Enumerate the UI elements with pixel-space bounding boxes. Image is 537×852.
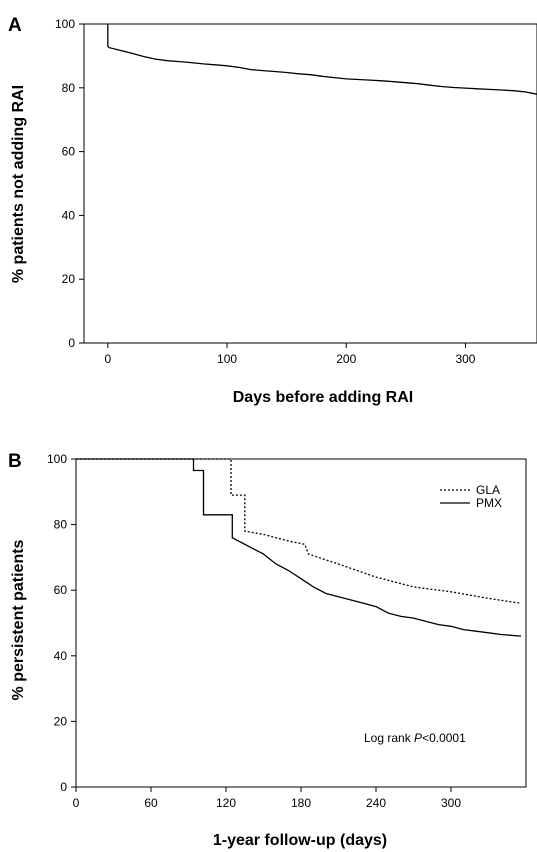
panel-a-plot-area: 0 20 40 60 80 100 0 100 200 300 xyxy=(55,17,537,366)
panel-a-x-tick-label: 300 xyxy=(455,352,475,366)
panel-a-y-tick-label: 100 xyxy=(55,17,75,31)
panel-b-x-tick-label: 60 xyxy=(144,796,158,810)
panel-b-y-tick-label: 20 xyxy=(54,714,68,728)
panel-b-x-axis-title: 1-year follow-up (days) xyxy=(213,832,387,849)
panel-a-x-tick-label: 200 xyxy=(336,352,356,366)
panel-a-letter: A xyxy=(8,15,22,36)
panel-b-legend: GLA PMX xyxy=(440,483,502,510)
panel-b-y-tick-label: 40 xyxy=(54,649,68,663)
panel-b-y-tick-label: 0 xyxy=(60,780,67,794)
panel-b-series-gla xyxy=(76,458,522,604)
panel-b: B 0 20 40 60 80 100 0 60 120 180 240 300 1-year fol… xyxy=(8,451,527,849)
panel-b-letter: B xyxy=(8,451,22,472)
panel-a-y-tick-label: 40 xyxy=(62,208,76,222)
panel-b-y-tick-label: 80 xyxy=(54,518,68,532)
panel-a-y-tick-label: 60 xyxy=(62,145,76,159)
panel-a-series-line xyxy=(107,24,537,95)
panel-a: A 0 20 40 60 80 100 0 100 200 300 Days before add… xyxy=(8,15,537,406)
panel-b-x-tick-label: 300 xyxy=(441,796,461,810)
panel-a-y-tick-label: 80 xyxy=(62,81,76,95)
panel-b-x-tick-label: 240 xyxy=(366,796,386,810)
panel-b-x-tick-label: 120 xyxy=(216,796,236,810)
panel-a-plot-frame xyxy=(83,23,537,344)
panel-a-x-tick-label: 0 xyxy=(104,352,111,366)
panel-b-x-tick-label: 180 xyxy=(291,796,311,810)
panel-a-x-tick-label: 100 xyxy=(217,352,237,366)
panel-a-y-tick-label: 20 xyxy=(62,272,76,286)
log-rank-annotation: Log rank P<0.0001 xyxy=(364,731,466,745)
legend-label-pmx: PMX xyxy=(476,496,502,510)
panel-b-y-axis-title: % persistent patients xyxy=(10,539,27,700)
panel-b-series-pmx xyxy=(76,458,522,637)
log-rank-value: <0.0001 xyxy=(422,731,466,745)
panel-b-y-tick-label: 60 xyxy=(54,583,68,597)
panel-b-x-tick-label: 0 xyxy=(73,796,80,810)
panel-b-plot-area: 0 20 40 60 80 100 0 60 120 180 240 300 xyxy=(47,452,527,810)
panel-a-x-axis-title: Days before adding RAI xyxy=(233,389,413,406)
panel-a-y-axis-title: % patients not adding RAI xyxy=(10,85,27,283)
panel-b-y-tick-label: 100 xyxy=(47,452,67,466)
log-rank-p: P xyxy=(414,731,422,745)
log-rank-prefix: Log rank xyxy=(364,731,414,745)
legend-label-gla: GLA xyxy=(476,483,500,497)
panel-a-y-tick-label: 0 xyxy=(68,336,75,350)
